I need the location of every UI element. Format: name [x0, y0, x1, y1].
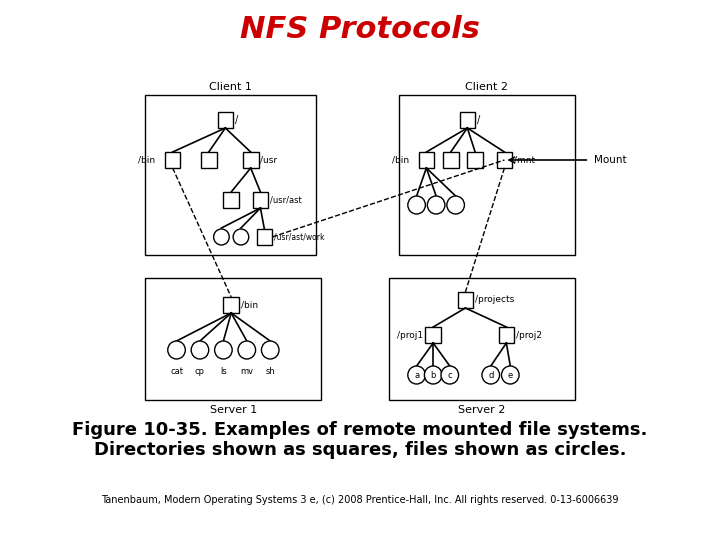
Text: Client 2: Client 2	[465, 82, 508, 92]
Text: cp: cp	[195, 368, 205, 376]
Text: NFS Protocols: NFS Protocols	[240, 16, 480, 44]
Text: /projects: /projects	[475, 295, 514, 305]
Circle shape	[233, 229, 248, 245]
Text: /proj1: /proj1	[397, 330, 423, 340]
Text: ls: ls	[220, 368, 227, 376]
Circle shape	[238, 341, 256, 359]
Circle shape	[502, 366, 519, 384]
Text: sh: sh	[266, 368, 275, 376]
Circle shape	[408, 366, 426, 384]
Circle shape	[192, 341, 209, 359]
Text: /usr/ast/work: /usr/ast/work	[274, 233, 325, 241]
Text: /: /	[477, 115, 480, 125]
FancyBboxPatch shape	[418, 152, 434, 168]
Text: /mnt: /mnt	[514, 156, 535, 165]
Text: /bin: /bin	[392, 156, 409, 165]
Text: e: e	[508, 370, 513, 380]
FancyBboxPatch shape	[497, 152, 512, 168]
FancyBboxPatch shape	[223, 192, 239, 208]
FancyBboxPatch shape	[201, 152, 217, 168]
Text: Mount: Mount	[594, 155, 627, 165]
Text: Figure 10-35. Examples of remote mounted file systems.: Figure 10-35. Examples of remote mounted…	[72, 421, 648, 439]
Text: /bin: /bin	[138, 156, 155, 165]
Circle shape	[261, 341, 279, 359]
Circle shape	[428, 196, 445, 214]
Text: Server 2: Server 2	[459, 405, 505, 415]
Text: Server 1: Server 1	[210, 405, 257, 415]
FancyBboxPatch shape	[459, 112, 475, 128]
Text: mv: mv	[240, 368, 253, 376]
FancyBboxPatch shape	[217, 112, 233, 128]
Circle shape	[168, 341, 185, 359]
Text: a: a	[414, 370, 419, 380]
Circle shape	[441, 366, 459, 384]
Circle shape	[482, 366, 500, 384]
Bar	[145, 278, 321, 400]
FancyBboxPatch shape	[243, 152, 258, 168]
Circle shape	[408, 196, 426, 214]
Text: /: /	[235, 115, 238, 125]
Circle shape	[215, 341, 232, 359]
Bar	[145, 95, 316, 255]
FancyBboxPatch shape	[467, 152, 483, 168]
Text: cat: cat	[170, 368, 183, 376]
Bar	[390, 278, 575, 400]
FancyBboxPatch shape	[498, 327, 514, 343]
Text: d: d	[488, 370, 493, 380]
Text: /usr/ast: /usr/ast	[270, 195, 302, 205]
FancyBboxPatch shape	[253, 192, 269, 208]
FancyBboxPatch shape	[223, 297, 239, 313]
Text: b: b	[431, 370, 436, 380]
Text: /bin: /bin	[241, 300, 258, 309]
Text: /usr: /usr	[261, 156, 278, 165]
FancyBboxPatch shape	[458, 292, 473, 308]
FancyBboxPatch shape	[426, 327, 441, 343]
FancyBboxPatch shape	[443, 152, 459, 168]
Text: /proj2: /proj2	[516, 330, 542, 340]
Circle shape	[447, 196, 464, 214]
FancyBboxPatch shape	[256, 229, 272, 245]
Text: Tanenbaum, Modern Operating Systems 3 e, (c) 2008 Prentice-Hall, Inc. All rights: Tanenbaum, Modern Operating Systems 3 e,…	[102, 495, 618, 505]
Bar	[399, 95, 575, 255]
Text: c: c	[447, 370, 452, 380]
Text: Client 1: Client 1	[210, 82, 252, 92]
Text: Directories shown as squares, files shown as circles.: Directories shown as squares, files show…	[94, 441, 626, 459]
Circle shape	[214, 229, 229, 245]
Circle shape	[424, 366, 442, 384]
FancyBboxPatch shape	[165, 152, 181, 168]
